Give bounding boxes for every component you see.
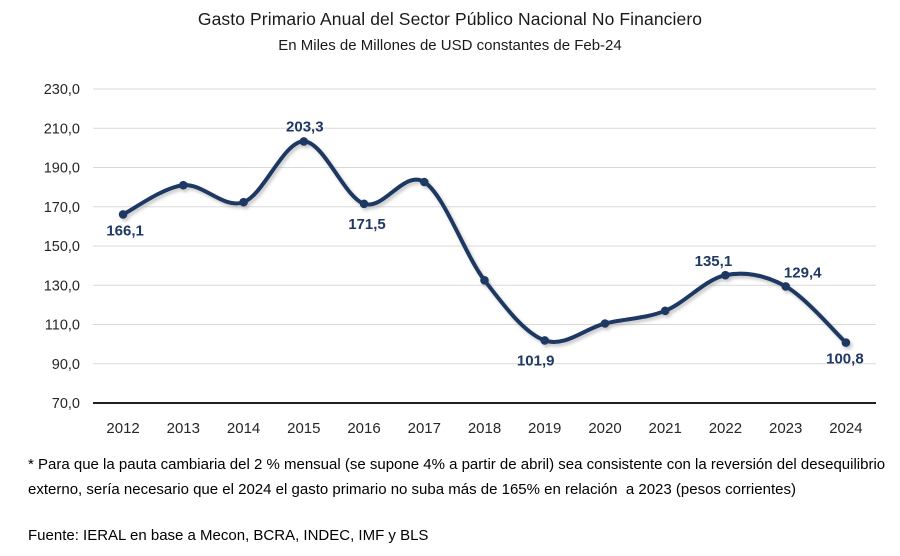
x-axis-tick-label: 2018	[468, 420, 501, 437]
data-point-label: 101,9	[517, 352, 555, 369]
x-axis-tick-label: 2021	[649, 420, 682, 437]
source-text: Fuente: IERAL en base a Mecon, BCRA, IND…	[28, 527, 429, 544]
data-point-label: 203,3	[286, 118, 324, 135]
data-point-marker	[660, 306, 670, 316]
x-axis-tick-label: 2017	[408, 420, 441, 437]
y-axis-tick-label: 210,0	[44, 121, 80, 137]
data-point-label: 166,1	[106, 222, 144, 239]
x-axis-tick-label: 2024	[829, 420, 862, 437]
y-axis-tick-label: 230,0	[44, 82, 80, 98]
data-point-marker	[299, 137, 309, 146]
y-axis-tick-label: 110,0	[45, 318, 80, 334]
data-point-label: 171,5	[348, 216, 386, 233]
x-axis-tick-label: 2014	[227, 420, 260, 437]
data-point-marker	[841, 338, 851, 347]
x-axis-tick-label: 2020	[588, 420, 621, 437]
data-point-marker	[420, 177, 429, 187]
x-axis-tick-label: 2015	[287, 420, 320, 437]
data-point-label: 129,4	[784, 264, 822, 281]
data-point-marker	[179, 180, 188, 190]
footnote-text: * Para que la pauta cambiaria del 2 % me…	[28, 456, 890, 498]
x-axis-tick-label: 2019	[528, 420, 561, 437]
data-point-marker	[359, 199, 369, 209]
data-point-marker	[721, 270, 730, 280]
data-point-label: 100,8	[826, 351, 864, 368]
y-axis-tick-label: 90,0	[52, 357, 80, 373]
data-point-marker	[600, 319, 610, 328]
x-axis-tick-label: 2022	[709, 420, 742, 437]
data-point-label: 135,1	[695, 253, 733, 270]
series-line	[121, 139, 848, 345]
x-axis-tick-label: 2023	[769, 420, 802, 437]
x-axis-tick-label: 2013	[167, 420, 200, 437]
data-point-marker	[540, 336, 549, 345]
x-axis-tick-label: 2012	[106, 420, 139, 437]
chart-title: Gasto Primario Anual del Sector Público …	[197, 9, 703, 29]
data-point-marker	[480, 276, 489, 285]
chart-subtitle: En Miles de Millones de USD constantes d…	[278, 37, 622, 54]
data-point-marker	[239, 197, 248, 207]
y-axis-tick-label: 190,0	[44, 161, 80, 177]
y-axis-tick-label: 70,0	[52, 396, 80, 412]
data-point-marker	[118, 210, 128, 219]
y-axis-tick-label: 150,0	[44, 239, 80, 255]
data-point-marker	[781, 282, 790, 291]
x-axis-tick-label: 2016	[347, 420, 380, 437]
series-group	[118, 137, 851, 347]
y-axis-tick-label: 170,0	[44, 200, 80, 216]
y-axis-tick-label: 130,0	[44, 278, 80, 294]
